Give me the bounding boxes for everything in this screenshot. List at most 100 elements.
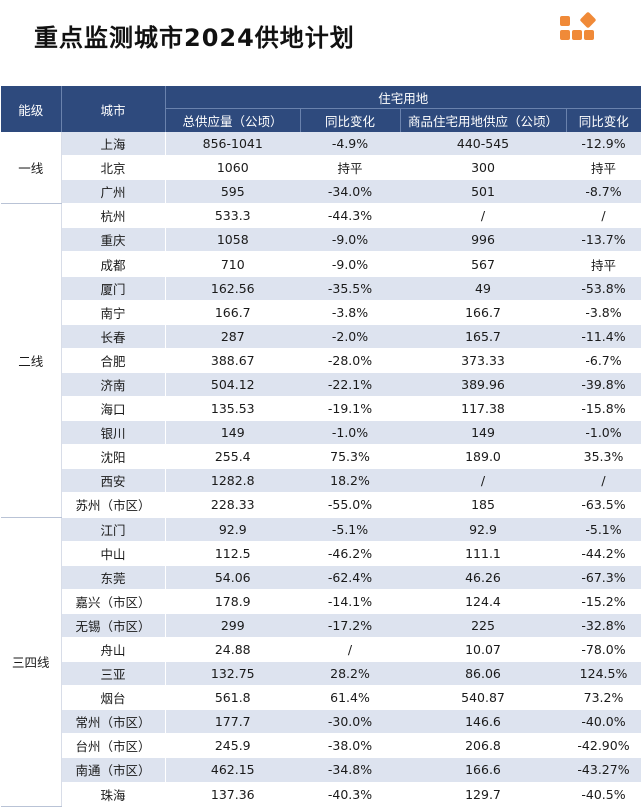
total-supply-cell: 112.5 xyxy=(165,541,300,566)
header-yoy-commercial: 同比变化 xyxy=(566,108,642,132)
commercial-supply-cell: 129.7 xyxy=(400,782,566,807)
page-title: 重点监测城市2024供地计划 xyxy=(34,24,355,52)
commercial-supply-cell: / xyxy=(400,203,566,229)
table-row: 无锡（市区） 299 -17.2% 225 -32.8% xyxy=(1,613,642,638)
table-row: 合肥 388.67 -28.0% 373.33 -6.7% xyxy=(1,348,642,373)
yoy-total-cell: -44.3% xyxy=(300,203,400,229)
header: 重点监测城市2024供地计划 xyxy=(0,0,644,82)
city-cell: 重庆 xyxy=(61,227,166,253)
yoy-commercial-cell: / xyxy=(566,203,642,229)
total-supply-cell: 166.7 xyxy=(165,300,300,325)
total-supply-cell: 504.12 xyxy=(165,372,300,398)
city-cell: 南宁 xyxy=(61,300,166,325)
city-cell: 沈阳 xyxy=(61,444,166,470)
total-supply-cell: 561.8 xyxy=(165,685,300,711)
city-cell: 厦门 xyxy=(61,276,166,301)
city-cell: 杭州 xyxy=(61,203,166,229)
total-supply-cell: 533.3 xyxy=(165,203,300,229)
yoy-commercial-cell: -40.5% xyxy=(566,782,642,807)
yoy-total-cell: -46.2% xyxy=(300,541,400,566)
yoy-commercial-cell: -43.27% xyxy=(566,757,642,783)
commercial-supply-cell: 166.6 xyxy=(400,757,566,783)
commercial-supply-cell: 373.33 xyxy=(400,348,566,373)
yoy-commercial-cell: -6.7% xyxy=(566,348,642,373)
total-supply-cell: 228.33 xyxy=(165,492,300,518)
table-row: 烟台 561.8 61.4% 540.87 73.2% xyxy=(1,685,642,711)
table-row: 舟山 24.88/10.07 -78.0% xyxy=(1,637,642,663)
commercial-supply-cell: 567 xyxy=(400,251,566,277)
total-supply-cell: 178.9 xyxy=(165,589,300,614)
yoy-commercial-cell: -53.8% xyxy=(566,276,642,301)
city-cell: 南通（市区） xyxy=(61,757,166,783)
table-row: 台州（市区） 245.9 -38.0% 206.8 -42.90% xyxy=(1,733,642,759)
yoy-total-cell: -55.0% xyxy=(300,492,400,518)
header-city: 城市 xyxy=(61,86,166,132)
total-supply-cell: 137.36 xyxy=(165,782,300,807)
yoy-commercial-cell: -5.1% xyxy=(566,517,642,542)
header-yoy-total: 同比变化 xyxy=(300,108,401,132)
yoy-total-cell: 75.3% xyxy=(300,444,400,470)
table-row: 常州（市区） 177.7 -30.0% 146.6 -40.0% xyxy=(1,709,642,735)
yoy-commercial-cell: / xyxy=(566,468,642,494)
city-cell: 上海 xyxy=(61,132,166,157)
city-cell: 合肥 xyxy=(61,348,166,373)
city-cell: 台州（市区） xyxy=(61,733,166,759)
yoy-total-cell: -34.0% xyxy=(300,179,400,205)
yoy-commercial-cell: -15.8% xyxy=(566,396,642,422)
commercial-supply-cell: 86.06 xyxy=(400,661,566,687)
city-cell: 三亚 xyxy=(61,661,166,687)
header-commercial-supply: 商品住宅用地供应（公顷） xyxy=(400,108,567,132)
city-cell: 长春 xyxy=(61,324,166,349)
city-cell: 无锡（市区） xyxy=(61,613,166,638)
table-row: 海口 135.53 -19.1% 117.38 -15.8% xyxy=(1,396,642,422)
total-supply-cell: 462.15 xyxy=(165,757,300,783)
total-supply-cell: 388.67 xyxy=(165,348,300,373)
yoy-total-cell: -9.0% xyxy=(300,227,400,253)
city-cell: 苏州（市区） xyxy=(61,492,166,518)
yoy-commercial-cell: 124.5% xyxy=(566,661,642,687)
table-row: 沈阳 255.4 75.3% 189.0 35.3% xyxy=(1,444,642,470)
table-row: 济南 504.12 -22.1% 389.96 -39.8% xyxy=(1,372,642,398)
city-cell: 济南 xyxy=(61,372,166,398)
table-row: 广州 595 -34.0% 501 -8.7% xyxy=(1,179,642,205)
commercial-supply-cell: 92.9 xyxy=(400,517,566,542)
total-supply-cell: 1282.8 xyxy=(165,468,300,494)
table-row: 中山 112.5 -46.2% 111.1 -44.2% xyxy=(1,541,642,566)
tier-cell: 二线 xyxy=(1,203,62,518)
commercial-supply-cell: 146.6 xyxy=(400,709,566,735)
city-cell: 北京 xyxy=(61,155,166,181)
city-cell: 东莞 xyxy=(61,565,166,590)
commercial-supply-cell: 501 xyxy=(400,179,566,205)
city-cell: 西安 xyxy=(61,468,166,494)
yoy-total-cell: -62.4% xyxy=(300,565,400,590)
yoy-total-cell: -28.0% xyxy=(300,348,400,373)
commercial-supply-cell: 165.7 xyxy=(400,324,566,349)
yoy-total-cell: -40.3% xyxy=(300,782,400,807)
total-supply-cell: 255.4 xyxy=(165,444,300,470)
total-supply-cell: 710 xyxy=(165,251,300,277)
yoy-commercial-cell: -13.7% xyxy=(566,227,642,253)
yoy-total-cell: -5.1% xyxy=(300,517,400,542)
total-supply-cell: 135.53 xyxy=(165,396,300,422)
total-supply-cell: 149 xyxy=(165,420,300,446)
yoy-total-cell: 18.2% xyxy=(300,468,400,494)
yoy-total-cell: -22.1% xyxy=(300,372,400,398)
yoy-total-cell: / xyxy=(300,637,400,663)
commercial-supply-cell: 540.87 xyxy=(400,685,566,711)
city-cell: 海口 xyxy=(61,396,166,422)
table-row: 西安 1282.8 18.2% / / xyxy=(1,468,642,494)
commercial-supply-cell: 49 xyxy=(400,276,566,301)
commercial-supply-cell: 166.7 xyxy=(400,300,566,325)
yoy-total-cell: -34.8% xyxy=(300,757,400,783)
table-row: 一线 上海 856-1041 -4.9% 440-545 -12.9% xyxy=(1,132,642,205)
yoy-commercial-cell: -42.90% xyxy=(566,733,642,759)
header-total-supply: 总供应量（公顷） xyxy=(165,108,301,132)
yoy-total-cell: -38.0% xyxy=(300,733,400,759)
total-supply-cell: 287 xyxy=(165,324,300,349)
yoy-total-cell: 61.4% xyxy=(300,685,400,711)
commercial-supply-cell: 440-545 xyxy=(400,132,566,157)
city-cell: 嘉兴（市区） xyxy=(61,589,166,614)
yoy-commercial-cell: -3.8% xyxy=(566,300,642,325)
commercial-supply-cell: 225 xyxy=(400,613,566,638)
